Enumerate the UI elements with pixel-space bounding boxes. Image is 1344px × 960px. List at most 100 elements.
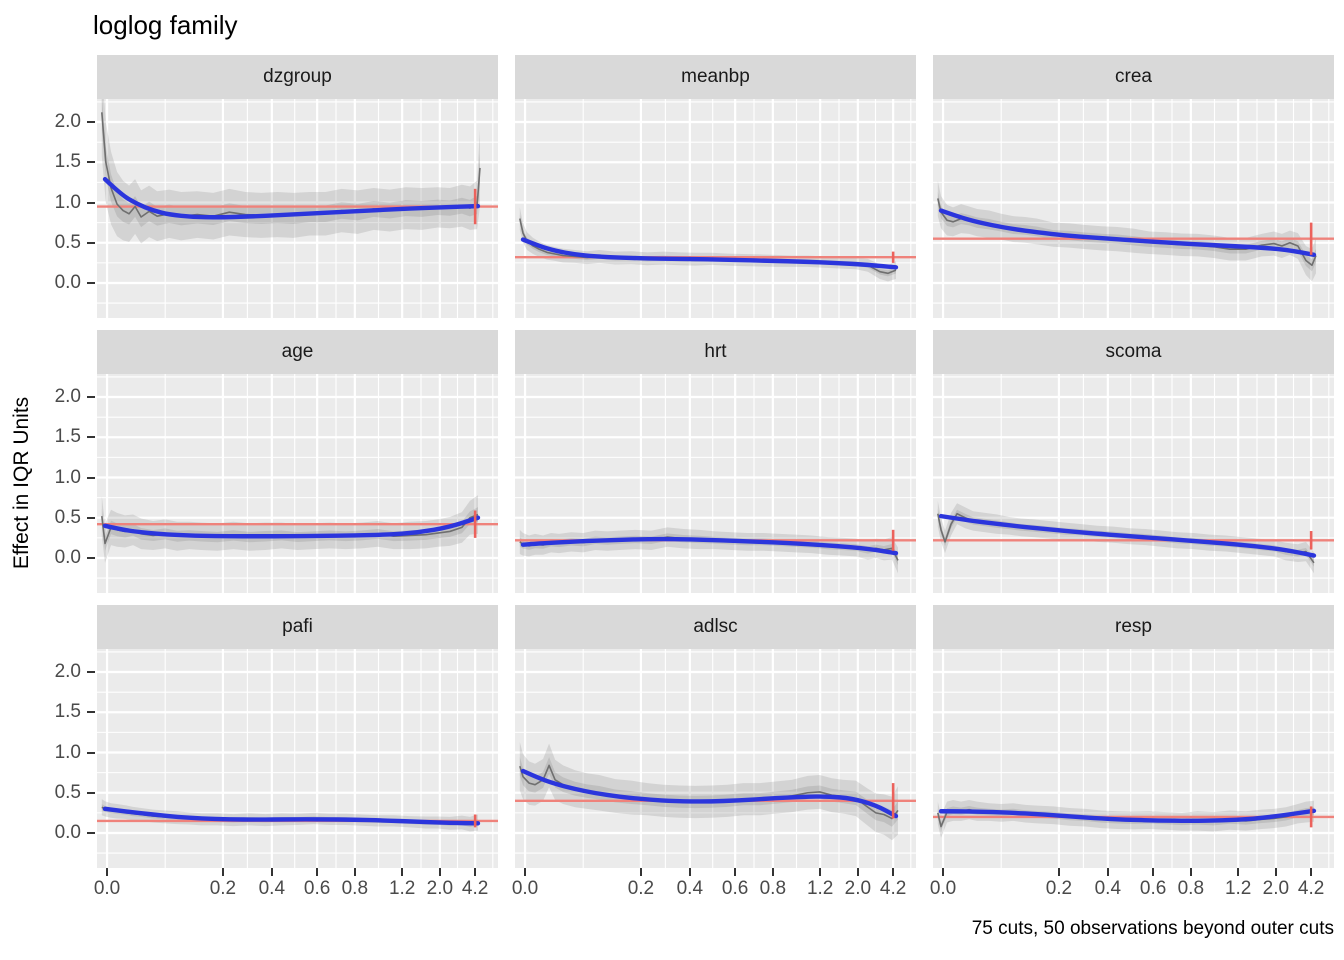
x-tick-label: 2.0 [426, 878, 454, 899]
x-tick-mark [438, 868, 441, 876]
x-tick-mark [221, 868, 224, 876]
panel-title-age: age [97, 330, 498, 374]
y-tick-mark [87, 711, 95, 714]
y-tick-label: 0.0 [54, 821, 81, 843]
y-tick-mark [87, 241, 95, 244]
x-tick-mark [856, 868, 859, 876]
x-tick-label: 0.4 [258, 878, 286, 899]
panel-title-crea: crea [933, 55, 1334, 99]
x-tick-label: 0.6 [721, 878, 749, 899]
y-tick-mark [87, 281, 95, 284]
panel-plot-scoma [933, 374, 1334, 593]
x-tick-label: 1.2 [388, 878, 416, 899]
y-tick-label: 2.0 [54, 386, 81, 408]
panel-plot-crea [933, 99, 1334, 318]
x-tick-mark [316, 868, 319, 876]
y-tick-label: 1.0 [54, 466, 81, 488]
x-tick-mark [1057, 868, 1060, 876]
y-tick-mark [87, 121, 95, 124]
x-tick-label: 2.0 [844, 878, 872, 899]
panel-title-adlsc: adlsc [515, 605, 916, 649]
x-tick-mark [892, 868, 895, 876]
y-axis-row-2: 2.0 1.5 1.0 0.5 0.0 [33, 374, 97, 593]
x-tick-label: 0.0 [93, 878, 121, 899]
panel-title-hrt: hrt [515, 330, 916, 374]
x-tick-mark [1152, 868, 1155, 876]
panel-title-scoma: scoma [933, 330, 1334, 374]
panel-scoma: scoma [933, 330, 1334, 593]
y-tick-mark [87, 396, 95, 399]
x-tick-label: 4.2 [1297, 878, 1325, 899]
x-tick-label: 2.0 [1262, 878, 1290, 899]
x-tick-mark [688, 868, 691, 876]
x-axis-col-1: 0.0 0.2 0.4 0.6 0.8 1.2 2.0 4.2 [94, 868, 498, 908]
x-tick-label: 0.2 [627, 878, 655, 899]
y-tick-mark [87, 516, 95, 519]
y-tick-mark [87, 476, 95, 479]
x-tick-label: 0.8 [1177, 878, 1205, 899]
x-tick-label: 0.8 [341, 878, 369, 899]
x-tick-mark [942, 868, 945, 876]
x-tick-label: 0.0 [511, 878, 539, 899]
panel-title-dzgroup: dzgroup [97, 55, 498, 99]
x-tick-mark [1310, 868, 1313, 876]
x-tick-mark [106, 868, 109, 876]
y-tick-mark [87, 751, 95, 754]
panel-crea: crea [933, 55, 1334, 318]
panel-resp: resp [933, 605, 1334, 868]
x-tick-label: 0.6 [1139, 878, 1167, 899]
panel-adlsc: adlsc [515, 605, 916, 868]
y-tick-mark [87, 556, 95, 559]
panel-title-resp: resp [933, 605, 1334, 649]
x-tick-label: 1.2 [806, 878, 834, 899]
x-tick-label: 0.4 [676, 878, 704, 899]
x-tick-label: 0.6 [303, 878, 331, 899]
x-tick-mark [1189, 868, 1192, 876]
x-tick-label: 1.2 [1224, 878, 1252, 899]
y-tick-label: 1.5 [54, 426, 81, 448]
x-tick-label: 0.0 [929, 878, 957, 899]
x-tick-mark [524, 868, 527, 876]
y-tick-label: 1.0 [54, 191, 81, 213]
chart-title: loglog family [93, 10, 238, 40]
y-tick-label: 0.0 [54, 546, 81, 568]
x-axis-col-2: 0.0 0.2 0.4 0.6 0.8 1.2 2.0 4.2 [512, 868, 916, 908]
panel-plot-meanbp [515, 99, 916, 318]
y-tick-label: 0.0 [54, 271, 81, 293]
y-axis-title: Effect in IQR Units [10, 396, 33, 570]
y-tick-mark [87, 831, 95, 834]
x-tick-label: 0.2 [209, 878, 237, 899]
x-tick-mark [474, 868, 477, 876]
y-tick-mark [87, 671, 95, 674]
panel-plot-age [97, 374, 498, 593]
panel-plot-pafi [97, 649, 498, 868]
y-tick-label: 1.0 [54, 741, 81, 763]
panel-age: age [97, 330, 498, 593]
y-tick-mark [87, 161, 95, 164]
panel-pafi: pafi [97, 605, 498, 868]
y-tick-label: 1.5 [54, 701, 81, 723]
panel-plot-dzgroup [97, 99, 498, 318]
x-tick-mark [639, 868, 642, 876]
x-tick-mark [819, 868, 822, 876]
x-tick-label: 0.4 [1094, 878, 1122, 899]
y-tick-mark [87, 791, 95, 794]
y-tick-label: 1.5 [54, 151, 81, 173]
y-tick-label: 2.0 [54, 661, 81, 683]
x-tick-mark [771, 868, 774, 876]
y-axis-row-3: 2.0 1.5 1.0 0.5 0.0 [33, 649, 97, 868]
x-tick-mark [1106, 868, 1109, 876]
y-tick-label: 0.5 [54, 781, 81, 803]
panel-plot-resp [933, 649, 1334, 868]
x-tick-label: 4.2 [461, 878, 489, 899]
x-tick-label: 0.2 [1045, 878, 1073, 899]
panel-plot-hrt [515, 374, 916, 593]
x-tick-label: 4.2 [879, 878, 907, 899]
y-tick-label: 0.5 [54, 231, 81, 253]
x-tick-mark [401, 868, 404, 876]
x-tick-mark [734, 868, 737, 876]
panel-meanbp: meanbp [515, 55, 916, 318]
y-axis-row-1: 2.0 1.5 1.0 0.5 0.0 [33, 99, 97, 318]
x-axis-caption: 75 cuts, 50 observations beyond outer cu… [971, 918, 1334, 939]
